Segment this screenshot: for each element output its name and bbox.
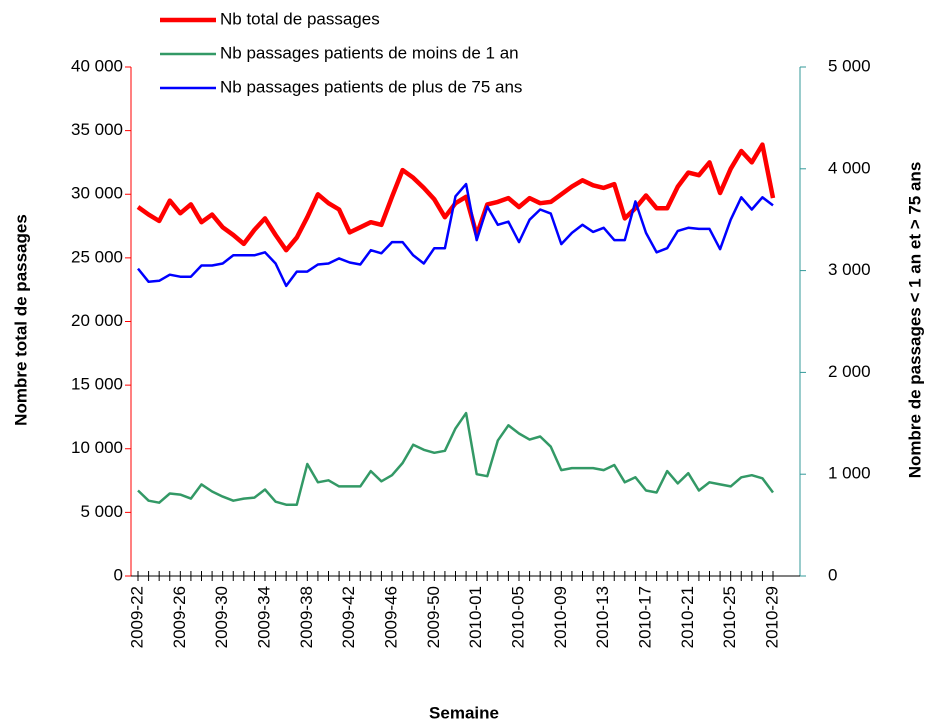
y2-axis-title: Nombre de passages < 1 an et > 75 ans: [905, 162, 924, 479]
series-line: [137, 182, 774, 288]
x-tick-label: 2009-38: [297, 586, 316, 648]
y2-tick-label: 1 000: [828, 464, 871, 483]
x-tick-label: 2010-29: [762, 586, 781, 648]
y-tick-label: 15 000: [71, 375, 123, 394]
y2-tick-label: 2 000: [828, 362, 871, 381]
x-tick-label: 2009-46: [381, 586, 400, 648]
series-line: [136, 142, 776, 253]
x-tick-label: 2009-34: [254, 586, 273, 648]
x-tick-label: 2009-42: [339, 586, 358, 648]
x-tick-label: 2010-25: [720, 586, 739, 648]
x-tick-label: 2009-50: [424, 586, 443, 648]
y2-tick-label: 3 000: [828, 260, 871, 279]
y-tick-label: 35 000: [71, 120, 123, 139]
x-tick-label: 2009-22: [127, 586, 146, 648]
x-tick-label: 2009-30: [212, 586, 231, 648]
y2-tick-label: 4 000: [828, 158, 871, 177]
legend-label: Nb total de passages: [220, 9, 380, 28]
x-tick-label: 2010-21: [678, 586, 697, 648]
y2-tick-label: 0: [828, 565, 837, 584]
legend-label: Nb passages patients de plus de 75 ans: [220, 77, 522, 96]
y-tick-label: 40 000: [71, 56, 123, 75]
x-tick-label: 2010-05: [508, 586, 527, 648]
y-tick-label: 0: [114, 565, 123, 584]
series-line: [137, 411, 775, 506]
x-tick-label: 2010-17: [635, 586, 654, 648]
x-tick-label: 2010-09: [551, 586, 570, 648]
x-tick-label: 2010-13: [593, 586, 612, 648]
y-tick-label: 25 000: [71, 247, 123, 266]
y-tick-label: 10 000: [71, 438, 123, 457]
y-tick-label: 30 000: [71, 184, 123, 203]
y-axis-title: Nombre total de passages: [11, 214, 30, 426]
x-tick-label: 2010-01: [466, 586, 485, 648]
y2-tick-label: 5 000: [828, 56, 871, 75]
x-tick-label: 2009-26: [170, 586, 189, 648]
y-tick-label: 5 000: [80, 502, 123, 521]
legend-label: Nb passages patients de moins de 1 an: [220, 43, 519, 62]
x-axis-title: Semaine: [429, 703, 499, 722]
y-tick-label: 20 000: [71, 311, 123, 330]
